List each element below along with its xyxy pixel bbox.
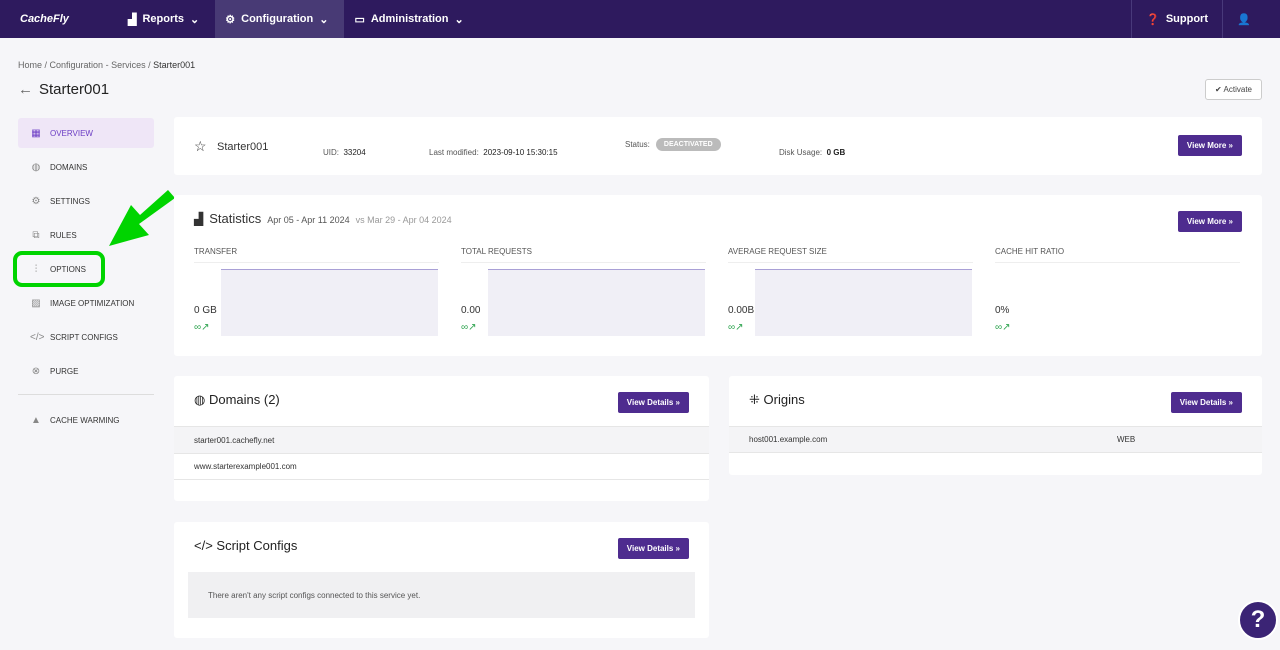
empty-message: There aren't any script configs connecte…: [188, 572, 695, 618]
network-icon: ⁜: [749, 392, 760, 407]
back-arrow-icon[interactable]: ←: [18, 81, 33, 98]
statistics-card: ▟ Statistics Apr 05 - Apr 11 2024 vs Mar…: [174, 195, 1262, 356]
trend-icon: ∞↗: [728, 322, 744, 333]
globe-icon: ◍: [194, 392, 206, 407]
sparkline: [488, 269, 705, 336]
chevron-down-icon: ⌄: [190, 13, 200, 26]
sidebar-item-overview[interactable]: ▦ OVERVIEW: [18, 118, 154, 148]
chart-icon: ▟: [194, 212, 204, 226]
crumb-home[interactable]: Home: [18, 60, 43, 70]
service-name: Starter001: [217, 141, 269, 153]
origins-card: ⁜ Origins View Details » host001.example…: [729, 376, 1262, 475]
domains-view-details-button[interactable]: View Details »: [617, 392, 689, 413]
crumb-current: Starter001: [153, 60, 196, 70]
top-nav: CacheFly ▟ Reports ⌄ ⚙ Configuration ⌄ ▭ Admi…: [0, 0, 1280, 38]
sidebar-item-purge[interactable]: ⊗ PURGE: [31, 365, 79, 377]
chevron-down-icon: ⌄: [454, 13, 464, 26]
sidebar-item-options[interactable]: ⫶ OPTIONS: [18, 254, 154, 284]
sidebar-item-rules[interactable]: ⧉ RULES: [18, 220, 154, 250]
domain-row[interactable]: starter001.cachefly.net: [174, 426, 709, 453]
chart-icon: ▟: [128, 13, 137, 26]
uid-value: 33204: [343, 148, 366, 157]
flame-icon: ▲: [31, 414, 41, 426]
page-title: ← Starter001: [18, 81, 110, 98]
domains-card: ◍ Domains (2) View Details » starter001.…: [174, 376, 709, 501]
trend-icon: ∞↗: [995, 322, 1011, 333]
star-icon[interactable]: ☆: [194, 138, 207, 154]
stats-view-more-button[interactable]: View More »: [1177, 211, 1242, 232]
stat-transfer: TRANSFER 0 GB ∞↗: [194, 247, 439, 336]
stat-average-request-size: AVERAGE REQUEST SIZE 0.00B ∞↗: [728, 247, 973, 336]
x-circle-icon: ⊗: [31, 365, 41, 377]
image-icon: ▨: [31, 297, 41, 309]
annotation-arrow-icon: [109, 190, 175, 246]
crumb-services[interactable]: Configuration - Services: [49, 60, 146, 70]
sparkline: [755, 269, 972, 336]
trend-icon: ∞↗: [194, 322, 210, 333]
nav-administration[interactable]: ▭ Administration ⌄: [354, 13, 464, 26]
status-badge: DEACTIVATED: [655, 138, 721, 151]
origins-view-details-button[interactable]: View Details »: [1170, 392, 1242, 413]
gear-icon: ⚙: [31, 195, 41, 207]
stat-total-requests: TOTAL REQUESTS 0.00 ∞↗: [461, 247, 706, 336]
breadcrumb: Home / Configuration - Services / Starte…: [18, 60, 196, 70]
code-icon: </>: [194, 538, 213, 553]
grid-icon: ▦: [31, 127, 41, 139]
support-link[interactable]: ❓ Support: [1131, 0, 1222, 38]
sparkline: [221, 269, 438, 336]
statistics-title: Statistics: [209, 211, 262, 226]
last-modified-value: 2023-09-10 15:30:15: [483, 148, 558, 157]
sidebar-divider: [18, 394, 154, 395]
view-more-button[interactable]: View More »: [1177, 135, 1242, 156]
scripts-view-details-button[interactable]: View Details »: [617, 538, 689, 559]
cachefly-logo[interactable]: CacheFly: [20, 13, 69, 25]
help-icon: ❓: [1146, 13, 1160, 26]
help-button[interactable]: ?: [1238, 600, 1278, 640]
domain-row[interactable]: www.starterexample001.com: [174, 453, 709, 480]
sidebar: ▦ OVERVIEW ◍ DOMAINS ⚙ SETTINGS ⧉ RULES ⫶ OPT…: [18, 118, 154, 439]
rules-icon: ⧉: [32, 229, 40, 241]
nav-reports[interactable]: ▟ Reports ⌄: [128, 13, 200, 26]
sidebar-item-script-configs[interactable]: </> SCRIPT CONFIGS: [30, 331, 118, 343]
monitor-icon: ▭: [354, 13, 365, 26]
sidebar-item-cache-warming[interactable]: ▲ CACHE WARMING: [31, 414, 120, 426]
sidebar-item-image-optimization[interactable]: ▨ IMAGE OPTIMIZATION: [31, 297, 135, 309]
trend-icon: ∞↗: [461, 322, 477, 333]
chevron-down-icon: ⌄: [319, 13, 329, 26]
globe-icon: ◍: [31, 161, 41, 173]
code-icon: </>: [30, 331, 45, 343]
activate-button[interactable]: ✔ Activate: [1205, 79, 1262, 100]
stat-cache-hit-ratio: CACHE HIT RATIO 0% ∞↗: [995, 247, 1240, 333]
nav-configuration[interactable]: ⚙ Configuration ⌄: [215, 0, 345, 38]
service-summary-card: ☆ Starter001 UID: 33204 Last modified: 2…: [174, 117, 1262, 175]
sliders-icon: ⫶: [34, 263, 38, 275]
disk-usage-value: 0 GB: [826, 148, 846, 157]
script-configs-card: </> Script Configs View Details » There …: [174, 522, 709, 638]
highlight-box: [13, 251, 105, 287]
gear-icon: ⚙: [225, 13, 236, 26]
user-menu[interactable]: 👤: [1222, 0, 1280, 38]
sidebar-item-domains[interactable]: ◍ DOMAINS: [31, 161, 88, 173]
origin-row[interactable]: host001.example.com WEB: [729, 426, 1262, 453]
user-icon: 👤: [1237, 13, 1251, 26]
sidebar-item-settings[interactable]: ⚙ SETTINGS: [31, 195, 91, 207]
